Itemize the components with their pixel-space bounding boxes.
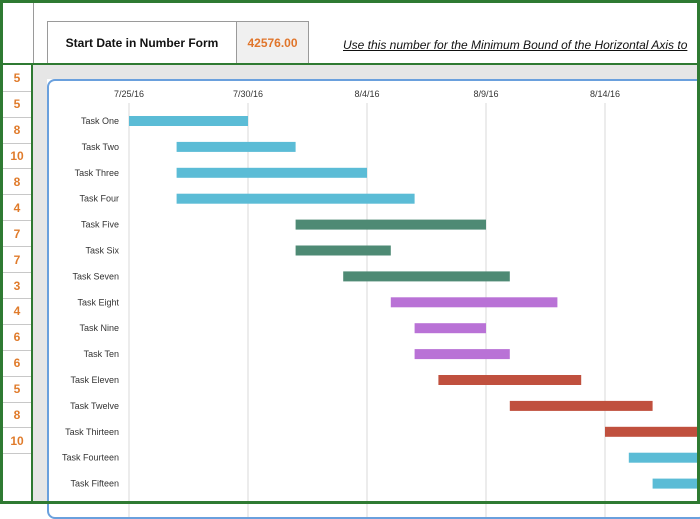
task-label: Task Nine	[79, 323, 119, 333]
task-label: Task Eight	[77, 297, 119, 307]
task-label: Task Fifteen	[70, 479, 119, 489]
row-value-cell[interactable]: 5	[3, 66, 31, 92]
task-label: Task One	[81, 116, 119, 126]
gantt-chart[interactable]: 7/25/16 7/30/16 8/4/16 8/9/16 8/14/16 Task On…	[47, 79, 700, 519]
task-bar	[414, 349, 510, 360]
task-label: Task Ten	[84, 349, 119, 359]
header-separator	[3, 63, 697, 65]
row-header-corner	[3, 3, 34, 63]
sheet-gray-strip	[33, 65, 697, 79]
sheet-gray-left	[33, 65, 47, 501]
row-value-cell[interactable]: 6	[3, 351, 31, 377]
task-label: Task Five	[81, 220, 119, 230]
task-bar	[509, 400, 653, 411]
task-bar	[605, 426, 700, 437]
row-value-cell[interactable]: 8	[3, 118, 31, 144]
x-tick-label: 8/9/16	[473, 89, 498, 99]
task-label: Task Seven	[72, 271, 119, 281]
task-label: Task Three	[75, 168, 119, 178]
row-value-cell[interactable]: 5	[3, 92, 31, 118]
row-value-cell[interactable]: 10	[3, 429, 31, 455]
row-value-cell[interactable]: 5	[3, 377, 31, 403]
row-value-cell[interactable]: 4	[3, 196, 31, 222]
header-row: Start Date in Number Form 42576.00 Use t…	[3, 3, 697, 65]
axis-instruction-note: Use this number for the Minimum Bound of…	[343, 38, 688, 52]
task-bar	[414, 323, 486, 334]
row-value-cell[interactable]: 4	[3, 299, 31, 325]
task-bar	[652, 478, 700, 489]
gantt-chart-svg: 7/25/16 7/30/16 8/4/16 8/9/16 8/14/16 Task On…	[62, 89, 700, 517]
row-value-cell[interactable]: 6	[3, 325, 31, 351]
row-value-cell[interactable]: 3	[3, 273, 31, 299]
start-date-label-cell[interactable]: Start Date in Number Form	[47, 21, 237, 65]
row-value-cell[interactable]: 10	[3, 144, 31, 170]
task-bar	[176, 141, 296, 152]
task-label: Task Four	[79, 194, 119, 204]
row-value-cell[interactable]: 8	[3, 170, 31, 196]
task-bar	[176, 167, 367, 178]
task-bar	[176, 193, 415, 204]
row-value-cell[interactable]: 8	[3, 403, 31, 429]
start-date-value-cell[interactable]: 42576.00	[236, 21, 309, 65]
task-label: Task Fourteen	[62, 453, 119, 463]
task-bar	[343, 271, 510, 282]
task-label: Task Two	[82, 142, 119, 152]
x-tick-label: 7/30/16	[233, 89, 263, 99]
task-bar	[295, 219, 486, 230]
x-tick-label: 8/14/16	[590, 89, 620, 99]
task-bar	[628, 452, 700, 463]
task-bar	[390, 297, 558, 308]
task-bar	[295, 245, 391, 256]
row-values-column: 5 5 8 10 8 4 7 7 3 4 6 6 5 8 10	[3, 65, 33, 501]
task-label: Task Eleven	[70, 375, 119, 385]
x-tick-label: 7/25/16	[114, 89, 144, 99]
x-tick-label: 8/4/16	[354, 89, 379, 99]
row-value-cell[interactable]: 7	[3, 247, 31, 274]
task-bar	[438, 375, 582, 385]
task-label: Task Twelve	[70, 401, 119, 411]
task-bar	[129, 116, 248, 126]
task-label: Task Thirteen	[65, 427, 119, 437]
row-value-cell[interactable]: 7	[3, 221, 31, 248]
task-label: Task Six	[85, 246, 119, 256]
